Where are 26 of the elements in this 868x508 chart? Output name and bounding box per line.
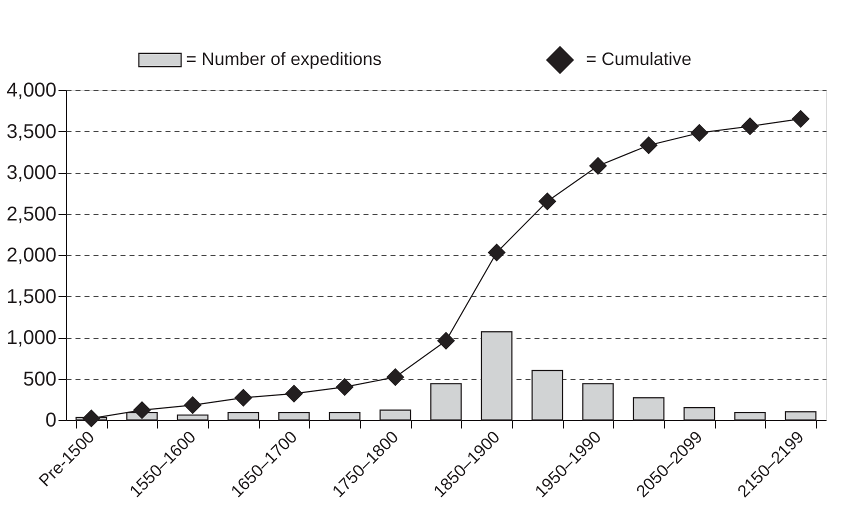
point [133,402,151,419]
point [82,410,100,427]
y-tick-label: 2,000 [6,244,56,266]
point [741,118,759,135]
point [437,332,455,350]
point [336,378,354,396]
point [589,157,607,174]
y-tick-label: 2,500 [6,203,56,226]
point [690,124,708,142]
y-tick-label: 3,500 [6,120,56,143]
y-tick-label: 0 [45,410,56,432]
point [488,244,506,262]
point [285,385,303,402]
y-tick-label: 500 [23,368,56,390]
point [792,110,810,128]
y-tick-label: 4,000 [6,80,56,102]
y-tick-label: 1,500 [6,286,56,308]
legend-label: = Cumulative [586,49,692,69]
y-tick-label: 3,000 [6,162,56,184]
point [386,368,404,386]
point [184,396,202,414]
point [538,192,556,210]
legend-label: = Number of expeditions [186,49,382,69]
point [640,136,658,154]
point [234,389,252,406]
y-tick-label: 1,000 [6,327,56,349]
